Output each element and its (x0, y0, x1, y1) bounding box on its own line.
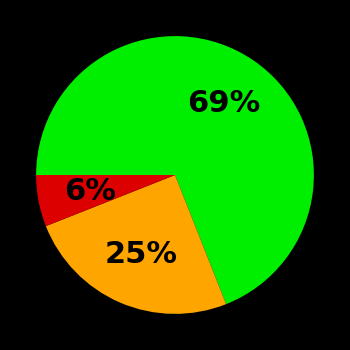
Wedge shape (46, 175, 226, 314)
Text: 69%: 69% (187, 89, 260, 118)
Wedge shape (36, 36, 314, 304)
Wedge shape (36, 175, 175, 226)
Text: 25%: 25% (104, 239, 177, 268)
Text: 6%: 6% (64, 177, 116, 206)
